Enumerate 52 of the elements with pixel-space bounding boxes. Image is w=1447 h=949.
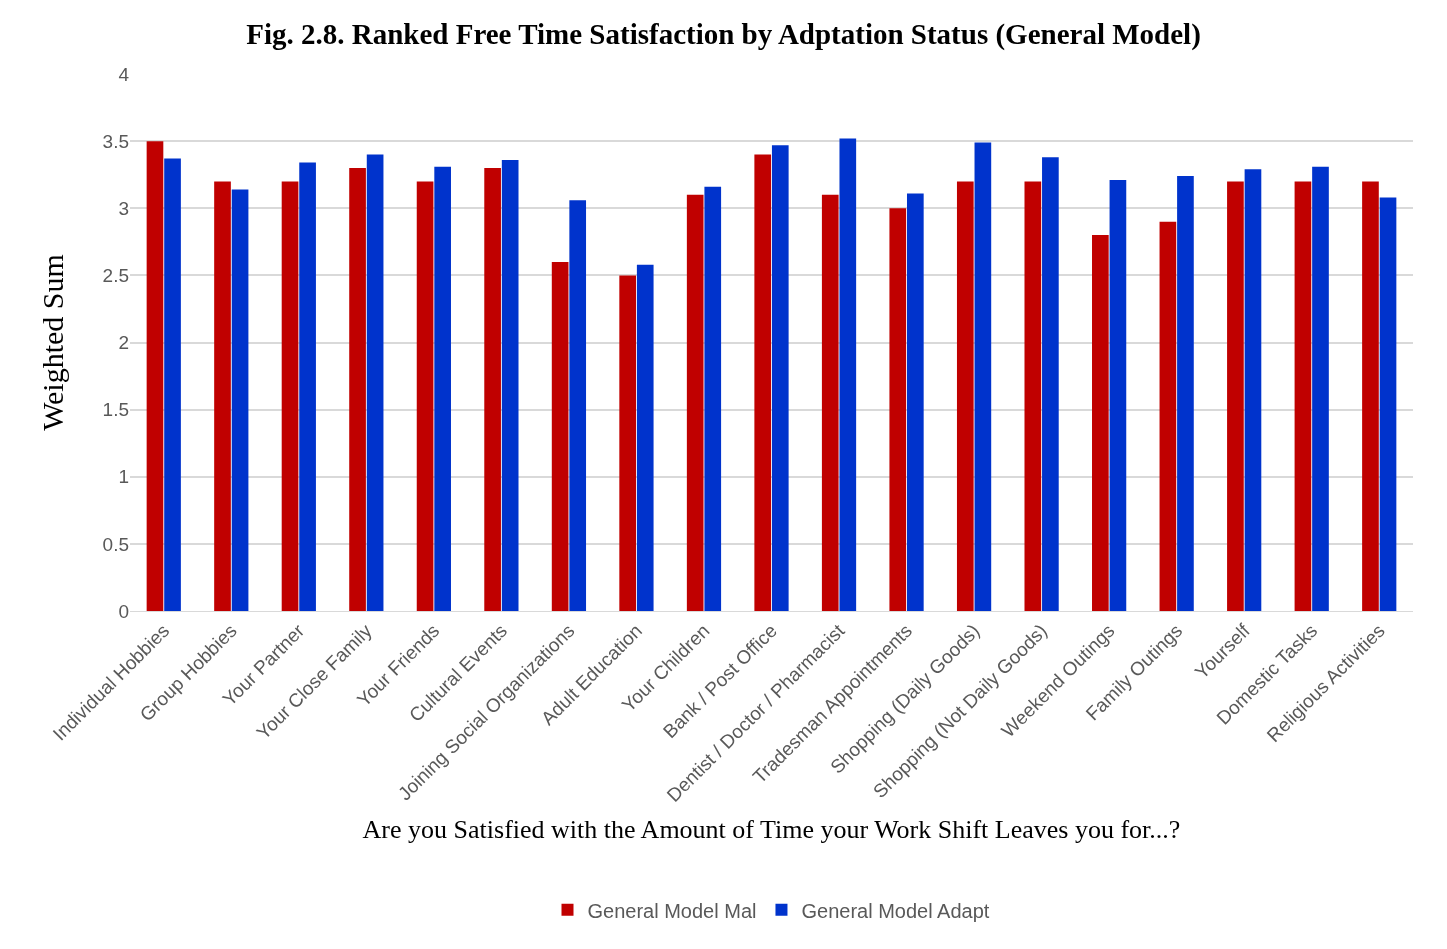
y-tick-label: 3: [118, 197, 129, 219]
chart-title: Fig. 2.8. Ranked Free Time Satisfaction by Adptation Status (General Model): [246, 18, 1201, 52]
bar: [551, 261, 569, 611]
bar: [906, 193, 924, 611]
y-tick-label: 1.5: [102, 399, 129, 421]
bar: [1042, 157, 1059, 611]
bar: [1092, 235, 1109, 611]
bar: [619, 275, 637, 611]
legend-label: General Model Adapt: [801, 899, 990, 922]
bar: [1109, 180, 1127, 611]
bar: [501, 159, 519, 611]
y-tick-label: 1: [118, 466, 129, 488]
bar: [434, 166, 451, 611]
bar: [839, 138, 857, 611]
bar: [231, 189, 249, 611]
bar: [1362, 181, 1379, 611]
bar: [146, 141, 164, 611]
bar: [1177, 176, 1194, 611]
bar: [754, 154, 772, 611]
bar: [366, 154, 384, 611]
x-axis-title: Are you Satisfied with the Amount of Time your Work Shift Leaves you for...?: [362, 814, 1181, 844]
bar: [164, 158, 181, 611]
bar: [1244, 169, 1262, 611]
bar: [1379, 197, 1397, 611]
y-tick-label: 0.5: [102, 533, 129, 555]
bar: [281, 181, 299, 611]
bar: [974, 142, 992, 611]
bar: [1312, 166, 1329, 611]
bar: [349, 167, 366, 611]
bar: [956, 181, 974, 611]
bar: [299, 162, 316, 611]
bar: [821, 194, 839, 611]
y-tick-label: 2.5: [102, 265, 129, 287]
y-tick-label: 2: [118, 332, 129, 354]
legend-label: General Model Mal: [587, 899, 757, 922]
bar: [569, 200, 587, 611]
y-tick-label: 0: [118, 600, 129, 622]
bar: [1227, 181, 1244, 611]
bar: [214, 181, 231, 611]
y-axis-title: Weighted Sum: [35, 254, 69, 431]
bar: [771, 145, 789, 611]
y-tick-label: 4: [118, 63, 130, 85]
y-tick-label: 3.5: [102, 130, 129, 152]
bar: [889, 208, 907, 611]
bar: [686, 194, 704, 611]
bar: [1294, 181, 1312, 611]
bar: [484, 167, 501, 611]
bar: [704, 186, 722, 611]
bar: [1024, 181, 1042, 611]
bar: [1159, 221, 1177, 611]
bar: [636, 264, 654, 611]
bar: [416, 181, 434, 611]
